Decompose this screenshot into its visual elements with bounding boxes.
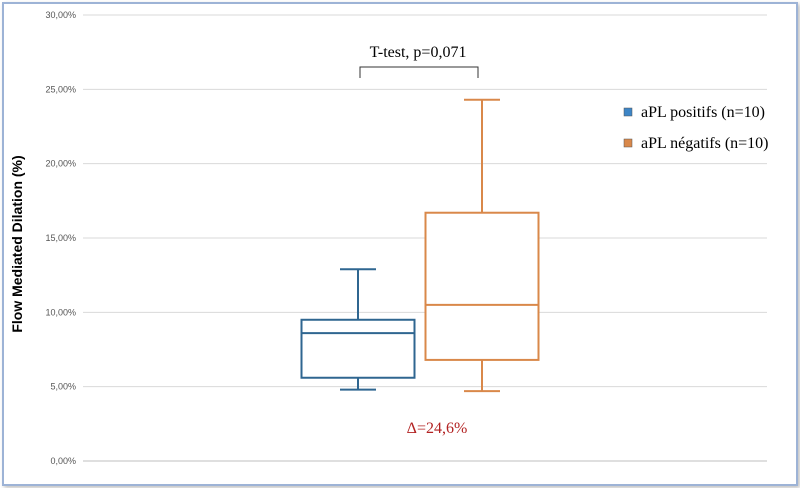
y-tick-label: 5,00%	[50, 382, 76, 392]
gridlines	[83, 14, 767, 462]
significance-bracket	[359, 66, 479, 78]
y-axis-label: Flow Mediated Dilation (%)	[9, 155, 25, 332]
y-tick-label: 15,00%	[45, 233, 76, 243]
iqr-box	[300, 318, 416, 379]
annotations: T-test, p=0,071 Δ=24,6%	[359, 44, 479, 437]
y-tick-label: 20,00%	[45, 159, 76, 169]
legend-label: aPL négatifs (n=10)	[641, 135, 769, 152]
y-tick-label: 25,00%	[45, 84, 76, 94]
legend-swatch	[623, 107, 633, 117]
iqr-box	[424, 211, 540, 361]
legend-label: aPL positifs (n=10)	[641, 104, 765, 121]
ttest-annotation: T-test, p=0,071	[370, 44, 467, 61]
y-tick-label: 30,00%	[45, 10, 76, 20]
box-series	[300, 98, 540, 393]
legend-swatch	[623, 138, 633, 148]
delta-annotation: Δ=24,6%	[407, 420, 468, 437]
y-axis-ticks: 0,00% 5,00% 10,00% 15,00% 20,00% 25,00% 30,00%	[45, 10, 76, 466]
legend: aPL positifs (n=10) aPL négatifs (n=10)	[623, 104, 769, 152]
y-tick-label: 10,00%	[45, 307, 76, 317]
y-tick-label: 0,00%	[50, 456, 76, 466]
